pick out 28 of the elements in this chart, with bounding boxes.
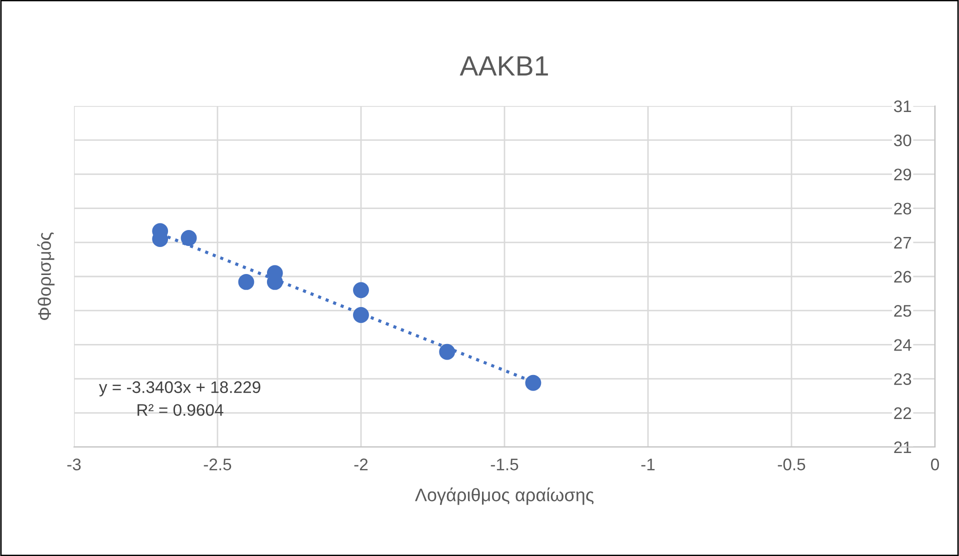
x-tick-label: -0.5 (778, 458, 806, 470)
x-tick-label: -1.5 (490, 458, 518, 470)
y-tick-label: 29 (894, 168, 912, 180)
annotation: y = -3.3403x + 18.229 R² = 0.9604 (98, 381, 260, 416)
point (525, 374, 542, 391)
chart-title: AAKB1 (460, 56, 548, 76)
y-tick-label: 22 (894, 407, 912, 419)
point (238, 274, 254, 290)
point (353, 282, 369, 298)
y-tick-label: 31 (894, 100, 912, 112)
point (353, 307, 369, 324)
x-axis-title: Λογάριθμος αραίωσης (414, 488, 594, 505)
y-tick-label: 28 (894, 202, 912, 215)
y-tick-label: 30 (894, 134, 912, 146)
x-tick-label: 0 (931, 458, 939, 470)
x-tick-label: -2.5 (204, 458, 232, 470)
y-tick-label: 26 (894, 270, 912, 283)
x-tick-label: -1 (641, 458, 655, 470)
y-tick-label: 24 (894, 339, 912, 351)
point (180, 230, 197, 246)
x-tick-label: -2 (354, 458, 368, 470)
y-tick-label: 25 (894, 305, 912, 317)
y-tick-label: 27 (894, 236, 912, 248)
point (439, 344, 456, 360)
x-tick-label: -3 (67, 458, 81, 470)
y-tick-label: 21 (894, 441, 912, 454)
y-axis-title: Φθορισμός (37, 232, 55, 320)
y-tick-label: 23 (894, 373, 912, 386)
